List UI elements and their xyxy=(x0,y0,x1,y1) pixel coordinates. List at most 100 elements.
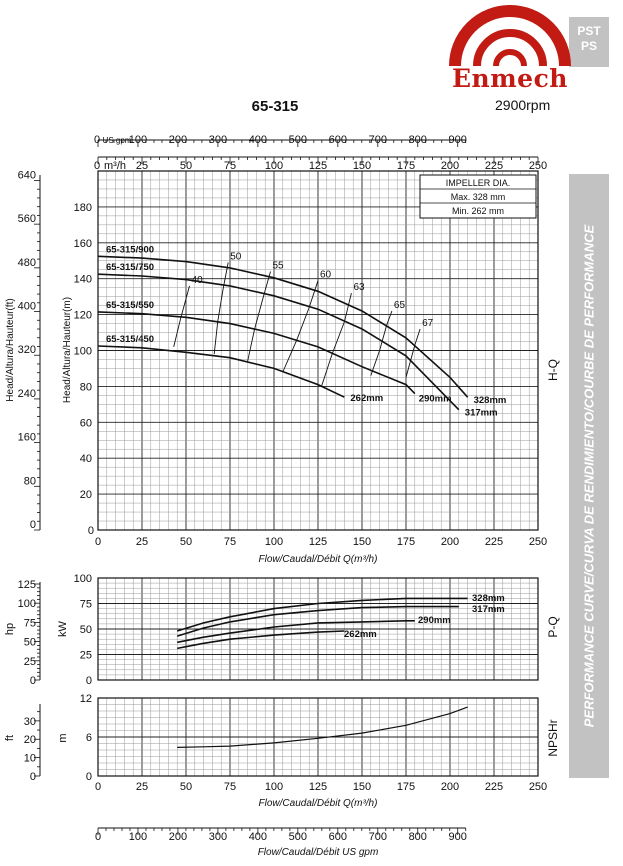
head-m-tick: 80 xyxy=(80,381,92,393)
hq-diameter-label: 328mm xyxy=(474,395,507,406)
npsh-frame xyxy=(97,697,539,777)
impeller-box xyxy=(419,174,537,219)
flow-tick-npsh: 250 xyxy=(529,781,547,793)
head-ft-tick: 480 xyxy=(18,257,36,269)
flow-gpm-bottom-tick: 600 xyxy=(329,831,347,843)
flow-tick-npsh: 175 xyxy=(397,781,415,793)
series-badge: PST PS xyxy=(569,17,609,67)
brand-name: Enmech xyxy=(452,64,568,93)
impeller-title: IMPELLER DIA. xyxy=(446,178,511,188)
flow-tick-hq: 175 xyxy=(397,536,415,548)
hq-diameter-label: 317mm xyxy=(465,408,498,419)
impeller-max: Max. 328 mm xyxy=(451,192,506,202)
flow-gpm-top-tick: 700 xyxy=(369,134,387,146)
pq-diameter-label: 328mm xyxy=(472,593,505,604)
flow-tick-hq: 250 xyxy=(529,536,547,548)
hq-curve-name: 65-315/550 xyxy=(106,300,154,311)
efficiency-label: 40 xyxy=(192,275,204,286)
power-hp-tick: 75 xyxy=(24,617,36,629)
power-kw-tick: 25 xyxy=(80,650,92,662)
hq-curve xyxy=(97,273,460,411)
flow-m3h-top-tick: 125 xyxy=(309,160,327,172)
flow-tick-hq: 100 xyxy=(265,536,283,548)
power-hp-label: hp xyxy=(4,623,16,635)
efficiency-label: 65 xyxy=(394,300,406,311)
pq-curve xyxy=(176,605,459,637)
hq-curve xyxy=(97,311,416,395)
npsh-m-label: m xyxy=(57,733,69,742)
efficiency-contour xyxy=(247,271,271,362)
flow-m3h-top-tick: 50 xyxy=(180,160,192,172)
flow-tick-hq: 0 xyxy=(95,536,101,548)
power-hp-tick: 25 xyxy=(24,656,36,668)
flow-gpm-bottom-tick: 500 xyxy=(289,831,307,843)
hq-curve-name: 65-315/900 xyxy=(106,244,154,255)
power-kw-label: kW xyxy=(57,620,69,637)
pq-curve xyxy=(177,630,345,650)
flow-gpm-top-tick: 800 xyxy=(409,134,427,146)
hq-curve-name: 65-315/750 xyxy=(106,262,154,273)
npsh-ft-tick: 20 xyxy=(24,734,36,746)
flow-m3h-top-tick: 250 xyxy=(529,160,547,172)
flow-gpm-top-tick: 500 xyxy=(289,134,307,146)
flow-gpm-zero-top: 0 xyxy=(94,134,100,146)
head-m-tick: 180 xyxy=(74,202,92,214)
head-ft-tick: 240 xyxy=(18,388,36,400)
flow-m3h-top-tick: 150 xyxy=(353,160,371,172)
flow-m3h-top-tick: 25 xyxy=(136,160,148,172)
flow-gpm-top-tick: 100 xyxy=(129,134,147,146)
sidebar-band xyxy=(569,174,609,778)
pq-frame xyxy=(97,577,539,681)
head-m-tick: 160 xyxy=(74,238,92,250)
hq-curve xyxy=(97,345,345,398)
flow-axis-title-hq: Flow/Caudal/Débit Q(m³/h) xyxy=(259,554,378,565)
pq-curve xyxy=(177,620,415,644)
hq-diameter-label: 290mm xyxy=(419,394,452,405)
flow-tick-npsh: 225 xyxy=(485,781,503,793)
flow-tick-npsh: 200 xyxy=(441,781,459,793)
npsh-m-tick: 6 xyxy=(86,732,92,744)
hq-diameter-label: 262mm xyxy=(350,393,383,404)
flow-m3h-top-tick: 225 xyxy=(485,160,503,172)
hq-curve xyxy=(97,255,469,398)
flow-gpm-bottom-tick: 200 xyxy=(169,831,187,843)
head-ft-tick: 160 xyxy=(18,432,36,444)
flow-tick-hq: 200 xyxy=(441,536,459,548)
head-ft-tick: 80 xyxy=(24,475,36,487)
head-ft-tick: 400 xyxy=(18,301,36,313)
pq-diameter-label: 262mm xyxy=(344,629,377,640)
flow-tick-hq: 50 xyxy=(180,536,192,548)
flow-tick-hq: 150 xyxy=(353,536,371,548)
flow-tick-npsh: 125 xyxy=(309,781,327,793)
npsh-ft-label: ft xyxy=(4,735,16,741)
hq-frame xyxy=(97,170,539,531)
flow-gpm-bottom-tick: 100 xyxy=(129,831,147,843)
head-ft-tick: 560 xyxy=(18,213,36,225)
efficiency-contour xyxy=(321,292,352,387)
page-title: 65-315 xyxy=(251,98,299,115)
efficiency-label: 60 xyxy=(320,269,332,280)
power-kw-tick: 0 xyxy=(86,675,92,687)
flow-gpm-top-tick: 900 xyxy=(449,134,467,146)
power-hp-tick: 100 xyxy=(18,598,36,610)
head-m-tick: 100 xyxy=(74,346,92,358)
npsh-ft-tick: 30 xyxy=(24,716,36,728)
head-m-tick: 20 xyxy=(80,489,92,501)
flow-gpm-top-tick: 200 xyxy=(169,134,187,146)
power-hp-tick: 125 xyxy=(18,579,36,591)
head-m-tick: 0 xyxy=(88,525,94,537)
flow-gpm-top-tick: 600 xyxy=(329,134,347,146)
flow-m3h-top-tick: 100 xyxy=(265,160,283,172)
efficiency-contour xyxy=(213,262,229,355)
power-kw-tick: 75 xyxy=(80,599,92,611)
flow-m3h-top-tick: 75 xyxy=(224,160,236,172)
efficiency-label: 67 xyxy=(422,318,434,329)
hq-curve-name: 65-315/450 xyxy=(106,334,154,345)
npsh-ft-tick: 10 xyxy=(24,753,36,765)
efficiency-contour xyxy=(173,285,190,348)
efficiency-label: 55 xyxy=(272,261,284,272)
rpm-label: 2900rpm xyxy=(495,97,551,113)
flow-tick-hq: 75 xyxy=(224,536,236,548)
impeller-min: Min. 262 mm xyxy=(452,206,504,216)
